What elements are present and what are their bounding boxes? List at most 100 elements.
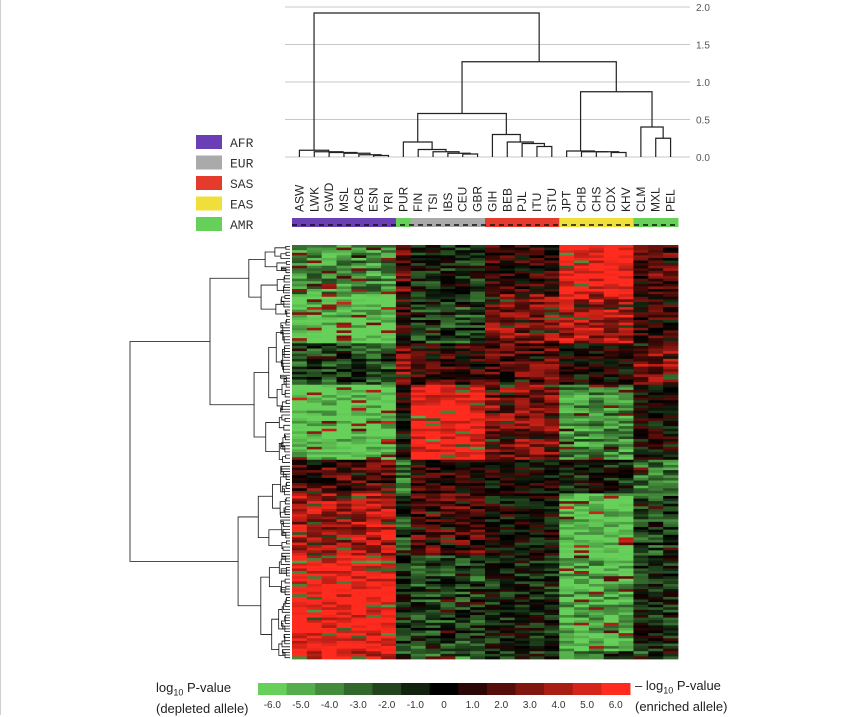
heatmap-cell (574, 299, 590, 303)
heatmap-cell (648, 402, 664, 406)
heatmap-cell (470, 547, 486, 551)
heatmap-cell (395, 348, 412, 352)
heatmap-cell (366, 436, 382, 440)
heatmap-cell (292, 413, 308, 417)
heatmap-cell (485, 612, 501, 616)
heatmap-cell (292, 281, 308, 285)
heatmap-cell (588, 508, 605, 512)
heatmap-cell (321, 599, 337, 603)
heatmap-cell (455, 615, 471, 618)
heatmap-cell (395, 529, 412, 533)
heatmap-cell (425, 322, 441, 326)
heatmap-cell (395, 423, 412, 427)
heatmap-cell (381, 656, 397, 660)
heatmap-cell (292, 415, 308, 419)
heatmap-cell (588, 529, 605, 533)
heatmap-cell (292, 247, 308, 251)
heatmap-cell (559, 410, 575, 414)
heatmap-cell (544, 591, 560, 595)
heatmap-cell (559, 415, 575, 419)
heatmap-cell (633, 376, 649, 380)
heatmap-cell (351, 291, 367, 295)
group-bar-segment (603, 218, 620, 227)
heatmap-cell (455, 529, 471, 533)
heatmap-cell (618, 493, 634, 497)
heatmap-cell (425, 439, 441, 443)
heatmap-cell (574, 516, 590, 520)
heatmap-cell (514, 405, 530, 409)
heatmap-cell (499, 550, 516, 554)
heatmap-cell (440, 576, 456, 580)
heatmap-cell (485, 369, 501, 373)
heatmap-cell (366, 467, 382, 471)
heatmap-cell (588, 573, 605, 577)
heatmap-cell (381, 296, 397, 300)
heatmap-cell (470, 268, 486, 272)
heatmap-cell (648, 586, 664, 590)
heatmap-cell (336, 420, 352, 424)
heatmap-cell (603, 498, 620, 502)
heatmap-cell (321, 620, 337, 624)
heatmap-cell (574, 449, 590, 453)
heatmap-cell (603, 288, 620, 292)
heatmap-cell (336, 309, 352, 313)
heatmap-cell (455, 462, 471, 466)
heatmap-cell (499, 635, 516, 639)
heatmap-cell (455, 361, 471, 365)
heatmap-cell (455, 503, 471, 507)
heatmap-cell (366, 449, 382, 453)
heatmap-cell (529, 485, 545, 489)
heatmap-cell (499, 576, 516, 580)
heatmap-cell (321, 508, 337, 512)
heatmap-cell (559, 247, 575, 251)
heatmap-cell (588, 591, 605, 595)
heatmap-cell (544, 410, 560, 414)
heatmap-cell (366, 609, 382, 613)
heatmap-cell (588, 268, 605, 272)
heatmap-cell (321, 343, 337, 347)
heatmap-cell (544, 594, 560, 598)
heatmap-cell (425, 656, 441, 660)
heatmap-cell (351, 348, 367, 352)
group-bar-segment (574, 218, 590, 227)
heatmap-cell (648, 477, 664, 481)
heatmap-cell (603, 441, 620, 445)
heatmap-cell (321, 320, 337, 324)
heatmap-cell (485, 488, 501, 492)
heatmap-cell (395, 537, 412, 541)
heatmap-cell (633, 439, 649, 443)
heatmap-cell (351, 255, 367, 259)
heatmap-cell (455, 304, 471, 308)
heatmap-cell (603, 335, 620, 339)
heatmap-cell (559, 578, 575, 582)
heatmap-cell (559, 356, 575, 360)
heatmap-cell (336, 550, 352, 554)
heatmap-cell (425, 464, 441, 468)
heatmap-cell (485, 304, 501, 308)
heatmap-cell (336, 472, 352, 476)
heatmap-cell (663, 296, 679, 300)
heatmap-cell (455, 291, 471, 295)
heatmap-cell (410, 395, 427, 399)
heatmap-cell (499, 309, 516, 313)
heatmap-cell (603, 330, 620, 334)
row-dendrogram-branch (283, 284, 290, 288)
heatmap-cell (455, 257, 471, 261)
heatmap-cell (559, 656, 575, 660)
heatmap-cell (292, 503, 308, 507)
heatmap-cell (470, 369, 486, 373)
heatmap-cell (648, 389, 664, 393)
dendrogram-branch (432, 151, 460, 157)
heatmap-cell (395, 382, 412, 386)
heatmap-cell (306, 431, 323, 435)
heatmap-cell (633, 371, 649, 375)
heatmap-cell (499, 358, 516, 362)
heatmap-cell (618, 472, 634, 476)
heatmap-cell (336, 532, 352, 536)
heatmap-cell (425, 420, 441, 424)
heatmap-cell (425, 268, 441, 272)
heatmap-cell (544, 516, 560, 520)
heatmap-cell (455, 573, 471, 577)
heatmap-cell (559, 452, 575, 455)
heatmap-cell (351, 462, 367, 466)
